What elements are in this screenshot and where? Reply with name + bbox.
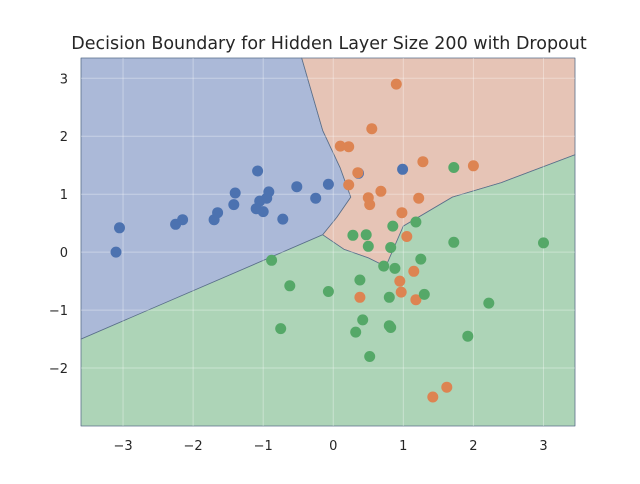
data-point-class-1 xyxy=(410,294,422,306)
data-point-class-1 xyxy=(396,207,408,219)
data-point-class-2 xyxy=(378,260,390,272)
data-point-class-2 xyxy=(462,330,474,342)
x-tick-label: 1 xyxy=(399,439,407,454)
data-point-class-2 xyxy=(354,274,366,286)
data-point-class-1 xyxy=(441,381,453,393)
data-point-class-2 xyxy=(347,229,359,241)
y-axis-ticks: −2 −1 0 1 2 3 xyxy=(49,72,68,377)
data-point-class-1 xyxy=(354,291,366,303)
data-point-class-2 xyxy=(538,237,549,249)
data-points xyxy=(110,78,549,403)
y-tick-label: 1 xyxy=(60,188,68,203)
data-point-class-0 xyxy=(177,214,189,226)
data-point-class-0 xyxy=(263,186,275,198)
chart-title: Decision Boundary for Hidden Layer Size … xyxy=(71,34,587,54)
data-point-class-1 xyxy=(408,265,420,277)
data-point-class-1 xyxy=(343,141,355,153)
y-tick-label: 3 xyxy=(60,72,68,87)
data-point-class-1 xyxy=(375,185,387,197)
data-point-class-0 xyxy=(114,222,125,234)
y-tick-label: −1 xyxy=(49,304,68,319)
data-point-class-0 xyxy=(110,246,122,258)
data-point-class-2 xyxy=(410,216,422,228)
data-point-class-2 xyxy=(364,351,376,362)
x-tick-label: −3 xyxy=(113,439,132,454)
data-point-class-0 xyxy=(228,199,240,211)
data-point-class-2 xyxy=(357,314,369,326)
x-tick-label: 3 xyxy=(539,439,547,454)
data-point-class-2 xyxy=(385,322,397,333)
data-point-class-2 xyxy=(275,323,287,335)
decision-regions xyxy=(80,57,576,427)
y-tick-label: −2 xyxy=(49,362,68,377)
data-point-class-1 xyxy=(417,156,429,168)
data-point-class-0 xyxy=(277,213,289,225)
x-tick-label: −2 xyxy=(184,439,203,454)
data-point-class-0 xyxy=(322,178,334,190)
data-point-class-2 xyxy=(362,240,374,252)
x-tick-label: 0 xyxy=(329,439,337,454)
data-point-class-1 xyxy=(390,78,402,90)
x-tick-label: 2 xyxy=(469,439,477,454)
x-tick-label: −1 xyxy=(254,439,273,454)
data-point-class-1 xyxy=(427,391,439,403)
data-point-class-2 xyxy=(415,253,427,265)
data-point-class-1 xyxy=(394,275,406,287)
y-tick-label: 2 xyxy=(60,130,68,145)
data-point-class-1 xyxy=(401,231,413,242)
data-point-class-0 xyxy=(229,187,241,199)
data-point-class-0 xyxy=(397,163,409,175)
data-point-class-2 xyxy=(448,236,460,248)
data-point-class-2 xyxy=(483,297,495,309)
data-point-class-0 xyxy=(310,192,322,204)
plot-area xyxy=(80,57,576,427)
data-point-class-1 xyxy=(352,167,364,179)
data-point-class-1 xyxy=(395,286,407,298)
data-point-class-2 xyxy=(360,229,372,241)
data-point-class-0 xyxy=(291,181,303,193)
data-point-class-2 xyxy=(284,280,296,292)
data-point-class-2 xyxy=(383,291,395,303)
data-point-class-2 xyxy=(418,288,430,300)
data-point-class-2 xyxy=(448,162,460,173)
data-point-class-2 xyxy=(350,326,362,338)
data-point-class-0 xyxy=(212,207,224,219)
x-axis-ticks: −3 −2 −1 0 1 2 3 xyxy=(113,439,547,454)
data-point-class-2 xyxy=(387,220,399,232)
y-tick-label: 0 xyxy=(60,246,68,261)
data-point-class-1 xyxy=(364,199,376,211)
data-point-class-0 xyxy=(257,206,269,218)
data-point-class-0 xyxy=(252,165,264,177)
data-point-class-2 xyxy=(322,286,334,297)
data-point-class-1 xyxy=(467,160,479,172)
data-point-class-1 xyxy=(334,140,346,152)
data-point-class-2 xyxy=(385,242,397,253)
data-point-class-1 xyxy=(343,179,355,191)
data-point-class-2 xyxy=(266,254,278,266)
data-point-class-1 xyxy=(366,123,378,135)
data-point-class-1 xyxy=(413,192,425,204)
data-point-class-2 xyxy=(389,262,401,274)
